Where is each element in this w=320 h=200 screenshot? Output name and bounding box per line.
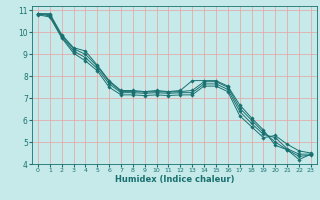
X-axis label: Humidex (Indice chaleur): Humidex (Indice chaleur) [115,175,234,184]
